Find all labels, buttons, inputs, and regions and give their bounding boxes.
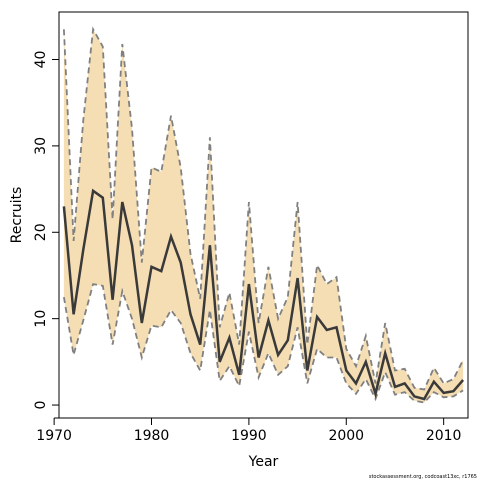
x-tick-label: 1990	[231, 428, 267, 444]
x-tick-label: 2000	[328, 428, 364, 444]
y-axis-title: Recruits	[9, 187, 25, 244]
x-tick-label: 2010	[426, 428, 462, 444]
estimate-line	[62, 188, 465, 401]
y-axis: 0 10 20 30 40	[33, 51, 60, 410]
y-tick-label: 40	[33, 51, 49, 69]
y-tick-label: 10	[33, 310, 49, 328]
y-tick-label: 0	[33, 401, 49, 410]
x-tick-label: 1980	[134, 428, 170, 444]
recruits-estimate-line	[62, 188, 465, 401]
upper-bound-line	[63, 26, 464, 391]
x-axis-title: Year	[248, 454, 279, 470]
source-credit: stockassessment.org, codcoast13xc, r1765	[369, 474, 477, 480]
band-area	[63, 29, 464, 403]
x-axis: 1970 1980 1990 2000 2010	[36, 417, 462, 444]
y-tick-label: 30	[33, 137, 49, 155]
lower-bound-line	[63, 283, 464, 404]
x-tick-label: 1970	[36, 428, 72, 444]
y-tick-label: 20	[33, 223, 49, 241]
confidence-band	[63, 29, 464, 403]
confidence-bounds	[63, 26, 464, 404]
